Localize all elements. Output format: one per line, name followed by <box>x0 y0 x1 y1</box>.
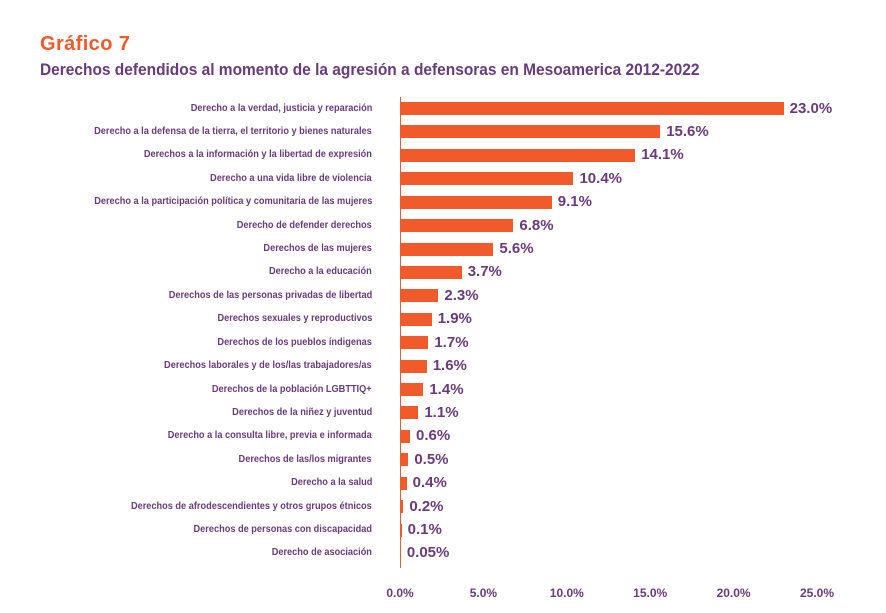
data-label: 1.6% <box>432 357 467 375</box>
bar <box>400 336 429 350</box>
category-label: Derechos de las/los migrantes <box>239 453 372 465</box>
category-label: Derecho de asociación <box>271 547 372 559</box>
bar <box>400 102 784 115</box>
bar <box>400 289 439 303</box>
bar <box>400 476 407 490</box>
data-label: 0.05% <box>406 544 450 562</box>
category-label: Derecho a una vida libre de violencia <box>210 172 372 184</box>
bar <box>400 546 401 560</box>
category-label: Derecho a la salud <box>290 477 372 489</box>
data-label: 2.3% <box>444 286 479 304</box>
data-label: 9.1% <box>557 193 592 211</box>
x-tick-label: 15.0% <box>633 586 668 600</box>
category-label: Derecho a la educación <box>269 266 372 278</box>
data-label: 15.6% <box>666 122 709 140</box>
chart-subtitle: Derechos defendidos al momento de la agr… <box>40 60 700 79</box>
data-label: 23.0% <box>789 99 833 117</box>
bar <box>400 429 410 443</box>
bar <box>400 265 462 279</box>
category-label: Derechos de personas con discapacidad <box>193 524 372 536</box>
bar <box>400 195 552 209</box>
category-label: Derechos de los pueblos índigenas <box>217 336 372 348</box>
bar <box>400 453 409 467</box>
bar <box>400 125 661 139</box>
category-label: Derecho a la defensa de la tierra, el te… <box>94 125 372 137</box>
data-label: 1.4% <box>429 380 464 398</box>
bar <box>400 383 424 397</box>
category-label: Derecho a la consulta libre, previa e in… <box>167 430 372 442</box>
x-tick-label: 20.0% <box>716 586 751 600</box>
data-label: 14.1% <box>641 146 684 164</box>
bar <box>400 500 404 514</box>
category-label: Derechos de la niñez y juventud <box>231 406 372 418</box>
x-tick-label: 25.0% <box>799 586 835 600</box>
category-label: Derechos sexuales y reproductivos <box>217 313 372 325</box>
bar <box>400 523 402 537</box>
data-label: 1.7% <box>434 333 469 351</box>
category-axis-line <box>400 97 401 568</box>
data-label: 0.5% <box>414 450 449 468</box>
category-label: Derechos a la información y la libertad … <box>143 149 372 161</box>
x-tick-label: 10.0% <box>549 586 584 600</box>
category-label: Derechos de la población LGBTTIQ+ <box>212 383 372 395</box>
data-label: 0.1% <box>407 521 442 539</box>
bar <box>400 359 427 373</box>
bar <box>400 406 419 420</box>
data-label: 10.4% <box>579 169 623 187</box>
data-label: 0.6% <box>416 427 451 445</box>
bar <box>400 219 514 233</box>
category-label: Derechos de las personas privadas de lib… <box>168 289 372 301</box>
data-label: 0.4% <box>412 474 447 492</box>
bar <box>400 148 636 162</box>
chart-title: Gráfico 7 <box>40 33 131 55</box>
category-label: Derechos de las mujeres <box>263 243 372 255</box>
bar <box>400 172 574 186</box>
data-label: 1.9% <box>437 310 472 328</box>
data-label: 1.1% <box>424 403 459 421</box>
x-tick-label: 5.0% <box>469 586 498 600</box>
x-tick-label: 0.0% <box>386 586 414 600</box>
category-label: Derecho a la verdad, justicia y reparaci… <box>190 102 372 114</box>
data-label: 6.8% <box>519 216 554 234</box>
data-label: 5.6% <box>499 240 534 258</box>
data-label: 3.7% <box>467 263 502 281</box>
bar <box>400 312 432 326</box>
category-label: Derechos de afrodescendientes y otros gr… <box>131 500 372 512</box>
bar <box>400 242 494 256</box>
data-label: 0.2% <box>409 497 444 515</box>
category-label: Derechos laborales y de los/las trabajad… <box>164 360 372 372</box>
category-label: Derecho a la participación política y co… <box>93 196 372 208</box>
category-label: Derecho de defender derechos <box>237 219 372 231</box>
